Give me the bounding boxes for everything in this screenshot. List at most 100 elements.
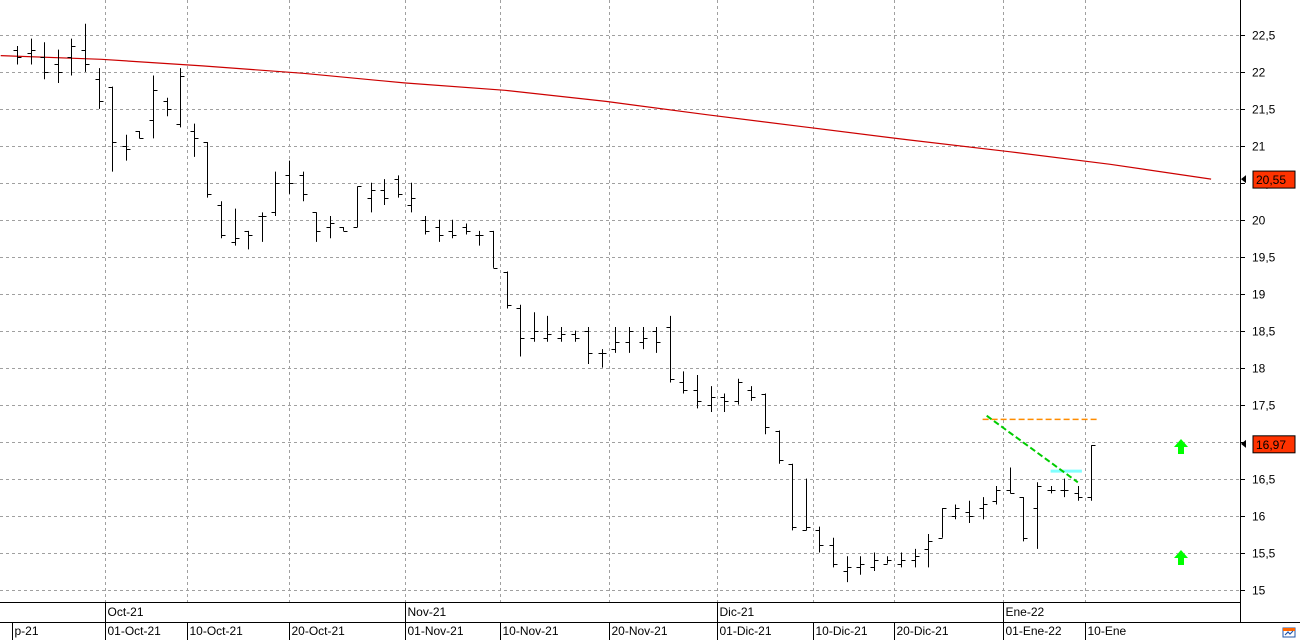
ohlc-bar xyxy=(924,534,933,568)
ohlc-bar xyxy=(326,216,335,239)
ohlc-bar xyxy=(503,271,512,309)
ohlc-bar xyxy=(625,326,634,353)
ohlc-bar xyxy=(788,463,797,531)
y-tick-label: 21,5 xyxy=(1252,103,1276,117)
ohlc-bar xyxy=(761,393,770,435)
ohlc-bar xyxy=(1006,467,1015,494)
ohlc-bar xyxy=(693,375,702,409)
grid-layer xyxy=(0,0,1240,602)
y-tick-label: 15 xyxy=(1252,584,1266,598)
ohlc-bar xyxy=(353,186,362,228)
month-label: Dic-21 xyxy=(720,605,755,619)
badge-label: 20,55 xyxy=(1256,173,1286,187)
ohlc-bar xyxy=(951,504,960,520)
ohlc-bar xyxy=(149,75,158,139)
ohlc-bar xyxy=(299,171,308,202)
ohlc-bar xyxy=(584,326,593,364)
ohlc-bar xyxy=(394,175,403,198)
ohlc-bar xyxy=(271,171,280,217)
y-tick-label: 18,5 xyxy=(1252,325,1276,339)
annotations-layer xyxy=(982,414,1188,565)
moving-average-line xyxy=(0,55,1212,180)
ohlc-bar xyxy=(679,371,688,394)
date-label: 01-Nov-21 xyxy=(408,624,464,638)
ohlc-bar xyxy=(462,223,471,235)
y-tick-label: 19 xyxy=(1252,288,1266,302)
date-label: 10-Dic-21 xyxy=(816,624,868,638)
date-label: 10-Nov-21 xyxy=(503,624,559,638)
date-label: 01-Ene-22 xyxy=(1006,624,1062,638)
ohlc-bar xyxy=(13,45,22,65)
ohlc-bar xyxy=(775,430,784,464)
ohlc-bar xyxy=(802,478,811,531)
date-label: 20-Nov-21 xyxy=(612,624,668,638)
ohlc-bar xyxy=(747,386,756,401)
moving-average-layer xyxy=(0,55,1212,180)
ohlc-bar xyxy=(707,386,716,413)
ohlc-bar xyxy=(176,68,185,128)
ohlc-bar xyxy=(829,537,838,568)
ohlc-bar xyxy=(367,182,376,213)
ohlc-bar xyxy=(163,97,172,117)
ohlc-bar xyxy=(203,142,212,198)
ohlc-bar xyxy=(27,38,36,65)
y-tick-label: 19,5 xyxy=(1252,251,1276,265)
ohlc-bar xyxy=(856,556,865,575)
ohlc-bar xyxy=(489,230,498,269)
arrow-head xyxy=(1174,439,1188,447)
x-axis-band xyxy=(0,623,1300,640)
sheet-refresh-icon[interactable] xyxy=(1282,626,1296,638)
y-tick-label: 16,5 xyxy=(1252,473,1276,487)
ohlc-bar xyxy=(883,556,892,565)
badge-pointer xyxy=(1241,175,1246,184)
ohlc-bar xyxy=(652,326,661,353)
ohlc-bar xyxy=(407,182,416,213)
arrow-shaft xyxy=(1178,558,1184,565)
month-label: Oct-21 xyxy=(108,605,144,619)
ohlc-bar xyxy=(231,208,240,246)
ohlc-bar xyxy=(870,552,879,572)
ohlc-bar xyxy=(734,378,743,405)
ohlc-bar xyxy=(217,201,226,239)
y-tick-label: 18 xyxy=(1252,362,1266,376)
ohlc-bar xyxy=(40,42,49,80)
badge-label: 16,97 xyxy=(1256,438,1286,452)
arrow-shaft xyxy=(1178,447,1184,454)
month-label: Ene-22 xyxy=(1006,605,1045,619)
ohlc-bar xyxy=(911,548,920,568)
ohlc-bar xyxy=(666,315,675,383)
ohlc-bar xyxy=(1060,478,1069,498)
ohlc-bar xyxy=(1074,485,1083,501)
ohlc-bar xyxy=(965,500,974,523)
ohlc-bar xyxy=(938,508,947,539)
y-tick-label: 16 xyxy=(1252,510,1266,524)
date-label: 20-Dic-21 xyxy=(897,624,949,638)
ohlc-bar xyxy=(108,86,117,172)
ohlc-bar xyxy=(992,485,1001,505)
ohlc-bar xyxy=(81,23,90,72)
ohlc-bar xyxy=(258,212,267,242)
y-tick-label: 17,5 xyxy=(1252,399,1276,413)
price-bars-layer xyxy=(13,23,1096,583)
ohlc-bar xyxy=(979,497,988,520)
ohlc-bar xyxy=(435,219,444,242)
ohlc-bar xyxy=(135,131,144,139)
ohlc-bar xyxy=(639,326,648,350)
ohlc-bar xyxy=(67,38,76,76)
ohlc-bar xyxy=(843,556,852,583)
badge-box xyxy=(1252,435,1296,454)
ohlc-bar xyxy=(557,326,566,342)
ohlc-bar xyxy=(448,219,457,239)
date-label: 10-Ene xyxy=(1088,624,1127,638)
ohlc-bar xyxy=(1019,497,1028,542)
up-arrow-icon xyxy=(1174,550,1188,565)
badge-pointer xyxy=(1241,439,1246,448)
y-tick-label: 22,5 xyxy=(1252,29,1276,43)
ma-price-badge: 20,55 xyxy=(1241,170,1296,189)
ohlc-bar xyxy=(190,123,199,157)
ohlc-bar xyxy=(543,315,552,342)
y-tick-label: 20 xyxy=(1252,214,1266,228)
ohlc-bar xyxy=(285,160,294,194)
downtrend-line xyxy=(986,414,1079,484)
ohlc-bar xyxy=(244,230,253,250)
